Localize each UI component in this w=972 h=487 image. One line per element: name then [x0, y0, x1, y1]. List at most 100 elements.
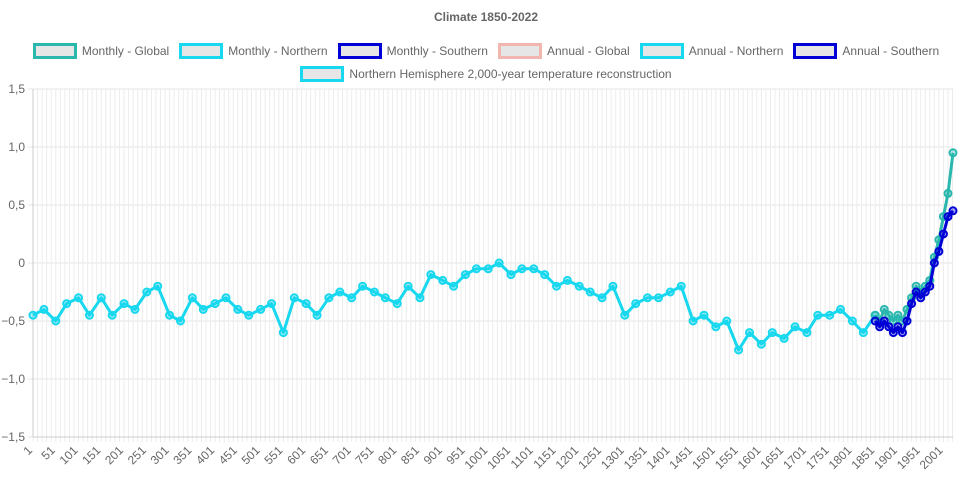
data-point: [301, 299, 311, 309]
data-point: [267, 299, 277, 309]
data-point: [403, 281, 413, 291]
data-point: [884, 310, 894, 320]
data-point: [107, 310, 117, 320]
data-point: [552, 281, 562, 291]
y-tick-label: −1,5: [1, 430, 25, 444]
data-point: [920, 287, 930, 297]
legend-row: Monthly - Global Monthly - Northern Mont…: [0, 43, 972, 59]
legend-item-annual-southern[interactable]: Annual - Southern: [793, 43, 939, 59]
data-point: [631, 299, 641, 309]
data-point: [358, 281, 368, 291]
y-tick-label: 1,0: [8, 140, 25, 154]
y-tick-label: 0,5: [8, 198, 25, 212]
x-tick-label: 1251: [575, 443, 604, 472]
data-point: [256, 304, 266, 314]
x-tick-label: 1801: [826, 443, 855, 472]
data-point: [665, 287, 675, 297]
chart-title: Climate 1850-2022: [433, 10, 539, 24]
data-point: [460, 270, 470, 280]
data-point: [597, 293, 607, 303]
data-point: [369, 287, 379, 297]
x-tick-label: 701: [330, 443, 354, 467]
data-point: [948, 206, 958, 216]
legend-row: Northern Hemisphere 2,000-year temperatu…: [0, 66, 972, 82]
data-point: [925, 281, 935, 291]
data-point: [574, 281, 584, 291]
data-point: [96, 293, 106, 303]
x-tick-label: 1551: [712, 443, 741, 472]
data-point: [948, 148, 958, 158]
y-tick-label: −0,5: [1, 314, 25, 328]
data-point: [734, 345, 744, 355]
x-tick-label: 1001: [462, 443, 491, 472]
x-tick-label: 101: [57, 443, 81, 467]
data-point: [380, 293, 390, 303]
data-point: [517, 264, 527, 274]
legend-item-annual-global[interactable]: Annual - Global: [497, 43, 630, 59]
x-tick-label: 1051: [484, 443, 513, 472]
x-tick-label: 501: [239, 443, 263, 467]
data-point: [847, 316, 857, 326]
data-point: [221, 293, 231, 303]
data-point: [324, 293, 334, 303]
x-tick-label: 451: [216, 443, 240, 467]
data-point: [893, 322, 903, 332]
data-point: [426, 270, 436, 280]
data-point: [449, 281, 459, 291]
data-point: [335, 287, 345, 297]
data-point: [74, 293, 84, 303]
x-tick-label: 851: [398, 443, 422, 467]
data-point: [278, 328, 288, 338]
data-point: [643, 293, 653, 303]
data-point: [943, 212, 953, 222]
data-point: [879, 304, 889, 314]
data-point: [943, 188, 953, 198]
data-point: [745, 328, 755, 338]
legend-swatch: [639, 43, 684, 59]
x-tick-label: 1851: [848, 443, 877, 472]
y-tick-label: −1,0: [1, 372, 25, 386]
data-point: [415, 293, 425, 303]
x-tick-label: 401: [193, 443, 217, 467]
data-point: [779, 333, 789, 343]
data-point: [233, 304, 243, 314]
legend-item-monthly-southern[interactable]: Monthly - Southern: [337, 43, 488, 59]
x-tick-label: 1151: [530, 443, 558, 471]
legend-item-reconstruction[interactable]: Northern Hemisphere 2,000-year temperatu…: [300, 66, 672, 82]
x-tick-label: 1901: [871, 443, 900, 472]
legend-item-annual-northern[interactable]: Annual - Northern: [639, 43, 783, 59]
data-point: [875, 322, 885, 332]
data-point: [483, 264, 493, 274]
legend-item-monthly-northern[interactable]: Monthly - Northern: [179, 43, 328, 59]
x-tick-label: 1301: [598, 443, 627, 472]
x-tick-label: 1201: [553, 443, 582, 472]
x-tick-label: 551: [261, 443, 285, 467]
legend-label: Annual - Southern: [842, 44, 940, 58]
data-point: [198, 304, 208, 314]
data-point: [767, 328, 777, 338]
data-point: [39, 304, 49, 314]
data-point: [858, 328, 868, 338]
data-point: [888, 328, 898, 338]
data-point: [813, 310, 823, 320]
data-point: [506, 270, 516, 280]
data-point: [893, 310, 903, 320]
legend-item-monthly-global[interactable]: Monthly - Global: [32, 43, 169, 59]
data-point: [244, 310, 254, 320]
legend-label: Annual - Global: [546, 44, 630, 58]
x-tick-label: 151: [79, 443, 103, 467]
x-tick-label: 1701: [780, 443, 809, 472]
data-point: [620, 310, 630, 320]
data-point: [902, 316, 912, 326]
data-point: [653, 293, 663, 303]
x-tick-label: 1451: [666, 443, 695, 472]
data-point: [907, 299, 917, 309]
x-tick-label: 1401: [644, 443, 673, 472]
x-tick-label: 1751: [803, 443, 832, 472]
data-point: [585, 287, 595, 297]
y-tick-label: 0: [18, 256, 25, 270]
data-point: [153, 281, 163, 291]
data-point: [62, 299, 72, 309]
data-point: [562, 275, 572, 285]
